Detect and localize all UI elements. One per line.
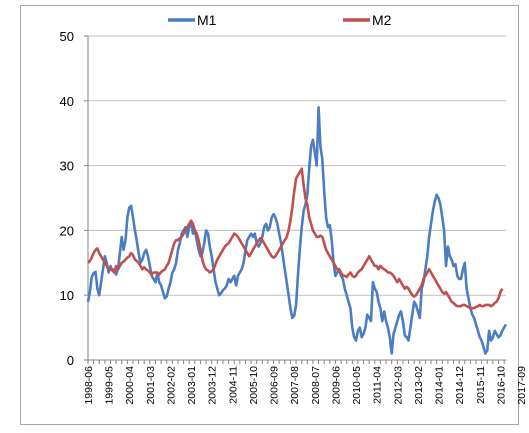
x-tick-label: 2017-09 (516, 366, 528, 405)
y-tick-label: 30 (60, 159, 74, 174)
legend-label: M1 (197, 12, 217, 28)
x-tick-label: 2004-11 (227, 366, 239, 404)
x-tick-label: 2015-11 (475, 366, 487, 404)
x-tick-label: 2009-06 (330, 366, 342, 405)
legend: M1 M2 (168, 12, 392, 28)
x-tick-label: 2002-02 (165, 366, 177, 405)
chart-frame (20, 5, 519, 425)
y-tick-label: 20 (60, 223, 74, 238)
y-tick-label: 50 (60, 29, 74, 44)
y-tick-label: 0 (67, 353, 74, 368)
x-tick-label: 2003-12 (207, 366, 219, 405)
x-tick-label: 2010-05 (351, 366, 363, 405)
series-lines (86, 106, 508, 355)
x-tick-label: 2006-09 (269, 366, 281, 405)
x-tick-label: 2016-10 (495, 366, 507, 405)
x-tick-label: 2014-12 (454, 366, 466, 405)
gridlines (88, 35, 506, 296)
x-tick-label: 2013-02 (413, 366, 425, 405)
x-tick-label: 2001-03 (145, 366, 157, 405)
x-tick-label: 2007-08 (289, 366, 301, 405)
series-line-m2 (87, 167, 504, 310)
x-tick-label: 2000-04 (124, 366, 136, 405)
x-tick-label: 2011-04 (372, 366, 384, 404)
y-tick-label: 10 (60, 288, 74, 303)
x-tick-label: 1998-06 (83, 366, 95, 405)
axes: 0 10 20 30 40 50 1998-06 1999-05 2000-04 2001-03 2… (60, 29, 528, 405)
x-tick-label: 2012-03 (392, 366, 404, 405)
x-tick-label: 2008-07 (310, 366, 322, 405)
y-tick-label: 40 (60, 94, 74, 109)
x-tick-label: 1999-05 (104, 366, 116, 405)
legend-label: M2 (372, 12, 392, 28)
x-tick-label: 2003-01 (186, 366, 198, 405)
x-tick-label: 2014-01 (434, 366, 446, 405)
x-tick-label: 2005-10 (248, 366, 260, 405)
